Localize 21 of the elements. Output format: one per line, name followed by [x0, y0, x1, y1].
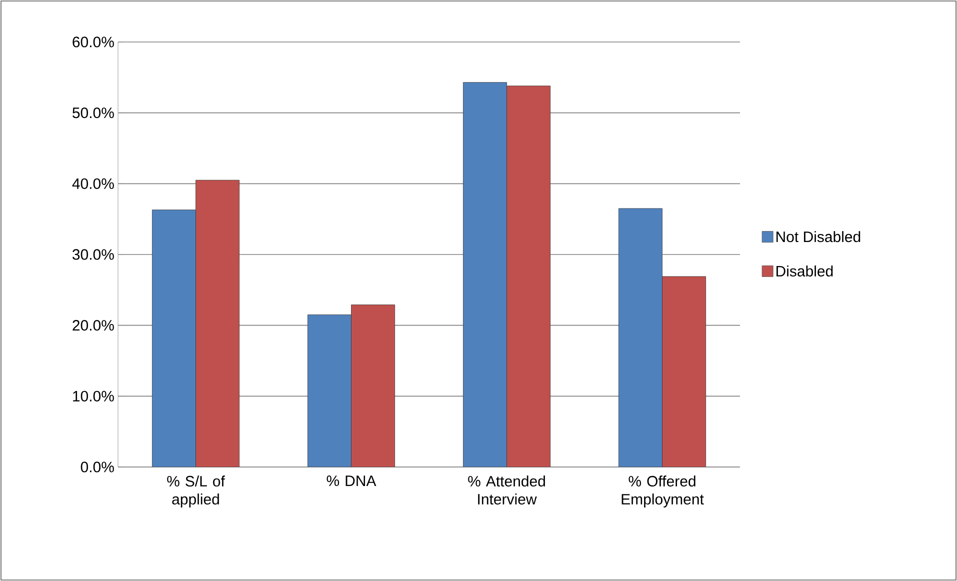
y-tick-label: 0.0%	[80, 462, 114, 472]
bar	[662, 276, 706, 467]
bar	[618, 208, 662, 467]
bar	[351, 304, 395, 467]
bar	[196, 180, 240, 467]
x-tick-label: % DNA	[326, 476, 376, 486]
y-tick-label: 40.0%	[72, 178, 114, 189]
y-tick-label: 20.0%	[72, 320, 114, 331]
x-tick-label: % S/L of applied	[167, 476, 225, 508]
y-tick-label: 50.0%	[72, 108, 114, 118]
legend-label: Not Disabled	[776, 231, 860, 242]
y-tick-label: 60.0%	[72, 36, 114, 48]
bar	[506, 86, 550, 467]
bar	[463, 82, 507, 467]
bar	[308, 314, 352, 467]
bar	[152, 210, 196, 467]
x-tick-label: % Attended Interview	[468, 476, 545, 505]
y-tick-label: 10.0%	[73, 390, 114, 402]
x-tick-label: % Offered Employment	[622, 476, 704, 508]
legend-label: Disabled	[776, 266, 833, 277]
y-tick-label: 30.0%	[72, 249, 114, 260]
